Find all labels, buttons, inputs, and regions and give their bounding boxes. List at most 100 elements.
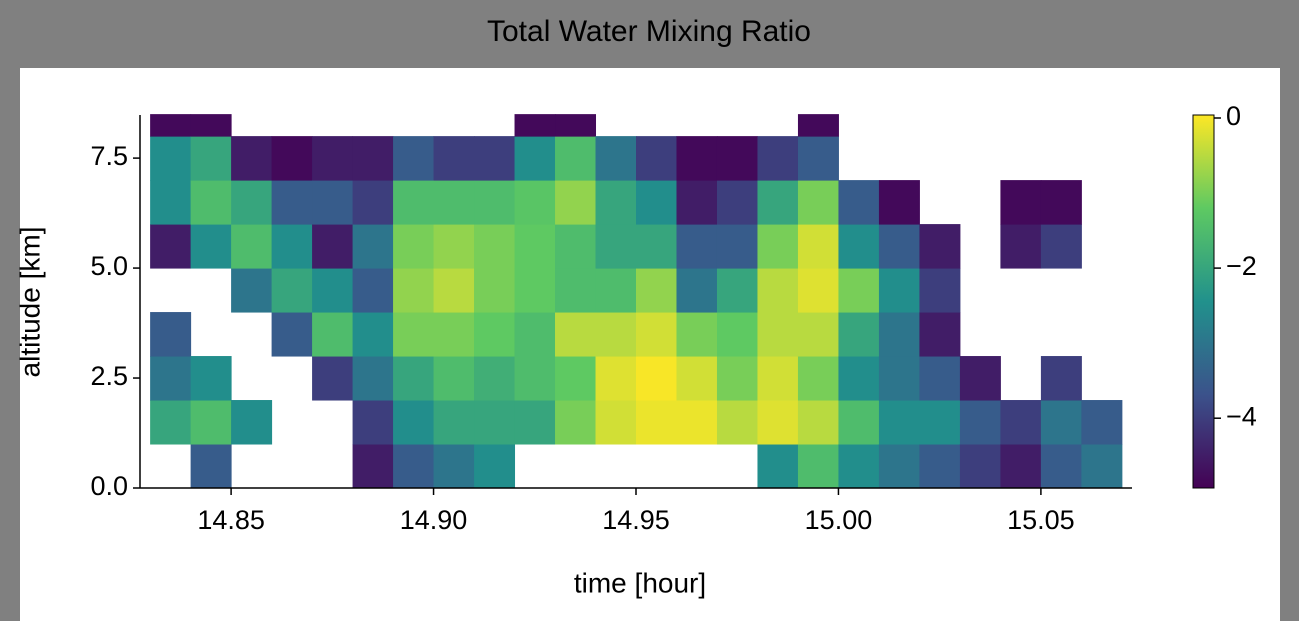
- heatmap-cell: [676, 224, 718, 269]
- heatmap-cell: [312, 136, 354, 181]
- heatmap-cell: [231, 268, 273, 313]
- heatmap-cell: [474, 136, 516, 181]
- heatmap-cell: [433, 268, 475, 313]
- heatmap-cell: [676, 136, 718, 181]
- heatmap-cell: [352, 136, 394, 181]
- heatmap-cell: [555, 180, 597, 225]
- heatmap-cell: [716, 136, 758, 181]
- heatmap-cell: [1081, 444, 1123, 489]
- heatmap-cell: [757, 224, 799, 269]
- heatmap-cell: [878, 356, 920, 401]
- heatmap-cell: [393, 312, 435, 357]
- heatmap-cell: [595, 312, 637, 357]
- heatmap-cell: [393, 224, 435, 269]
- x-tick-label: 14.90: [400, 505, 468, 535]
- heatmap-cell: [474, 356, 516, 401]
- heatmap-cell: [555, 224, 597, 269]
- heatmap-cell: [555, 356, 597, 401]
- heatmap-cell: [474, 180, 516, 225]
- heatmap-cell: [433, 180, 475, 225]
- heatmap-cell: [919, 268, 961, 313]
- heatmap-cell: [514, 312, 556, 357]
- heatmap-cell: [474, 312, 516, 357]
- heatmap-cell: [757, 444, 799, 489]
- heatmap-cell: [150, 114, 192, 137]
- heatmap-cell: [676, 268, 718, 313]
- heatmap-cell: [231, 400, 273, 445]
- heatmap-cell: [838, 400, 880, 445]
- heatmap-cell: [838, 268, 880, 313]
- heatmap-cell: [150, 312, 192, 357]
- heatmap-cell: [271, 136, 313, 181]
- heatmap-cell: [878, 444, 920, 489]
- heatmap-cell: [1000, 180, 1042, 225]
- heatmap-cell: [757, 400, 799, 445]
- heatmap-cell: [595, 356, 637, 401]
- y-tick-label: 2.5: [90, 361, 128, 391]
- heatmap-cell: [312, 224, 354, 269]
- heatmap-cell: [190, 356, 232, 401]
- heatmap-cell: [797, 312, 839, 357]
- heatmap-cell: [636, 400, 677, 445]
- heatmap-cell: [271, 268, 313, 313]
- heatmap-cell: [393, 400, 435, 445]
- heatmap-cell: [352, 312, 394, 357]
- heatmap-cell: [757, 268, 799, 313]
- colorbar-tick-label: 0: [1226, 101, 1241, 131]
- heatmap-cell: [190, 400, 232, 445]
- heatmap-cell: [919, 400, 961, 445]
- heatmap-cell: [312, 268, 354, 313]
- heatmap-cell: [838, 444, 880, 489]
- heatmap-cell: [919, 356, 961, 401]
- heatmap-cell: [595, 400, 637, 445]
- heatmap-cell: [514, 356, 556, 401]
- heatmap-cell: [514, 114, 556, 137]
- heatmap-cell: [514, 224, 556, 269]
- heatmap-cell: [838, 224, 880, 269]
- heatmap-cell: [595, 224, 637, 269]
- heatmap-cell: [757, 356, 799, 401]
- y-tick-label: 0.0: [90, 471, 128, 501]
- heatmap-cell: [838, 356, 880, 401]
- heatmap-cell: [433, 356, 475, 401]
- heatmap-cell: [716, 312, 758, 357]
- heatmap-cell: [555, 114, 597, 137]
- heatmap-cell: [555, 136, 597, 181]
- heatmap-cell: [716, 356, 758, 401]
- heatmap-cell: [393, 444, 435, 489]
- heatmap-cell: [1040, 356, 1082, 401]
- heatmap-cell: [514, 136, 556, 181]
- heatmap-cell: [1000, 400, 1042, 445]
- heatmap-cell: [190, 136, 232, 181]
- heatmap-cell: [190, 180, 232, 225]
- heatmap-cell: [271, 224, 313, 269]
- heatmap-cell: [433, 444, 475, 489]
- heatmap-cell: [474, 400, 516, 445]
- heatmap-cell: [474, 224, 516, 269]
- x-tick-label: 15.05: [1007, 505, 1075, 535]
- heatmap-cell: [352, 400, 394, 445]
- heatmap-cell: [352, 180, 394, 225]
- heatmap-cell: [676, 400, 718, 445]
- heatmap-cell: [797, 136, 839, 181]
- heatmap-cell: [636, 356, 677, 401]
- heatmap-cell: [1040, 180, 1082, 225]
- colorbar-tick-label: −4: [1226, 401, 1257, 431]
- heatmap-cell: [676, 356, 718, 401]
- heatmap-cell: [231, 180, 273, 225]
- colorbar: [1192, 114, 1215, 489]
- heatmap-cell: [190, 224, 232, 269]
- heatmap-cell: [514, 180, 556, 225]
- x-tick-label: 15.00: [805, 505, 873, 535]
- heatmap-cell: [595, 268, 637, 313]
- x-axis-label: time [hour]: [574, 567, 706, 598]
- heatmap-cell: [393, 268, 435, 313]
- heatmap-cell: [636, 312, 677, 357]
- heatmap-cell: [1000, 444, 1042, 489]
- heatmap-cell: [878, 400, 920, 445]
- heatmap-cell: [716, 180, 758, 225]
- heatmap-cell: [190, 444, 232, 489]
- heatmap-cell: [352, 268, 394, 313]
- colorbar-tick-label: −2: [1226, 251, 1257, 281]
